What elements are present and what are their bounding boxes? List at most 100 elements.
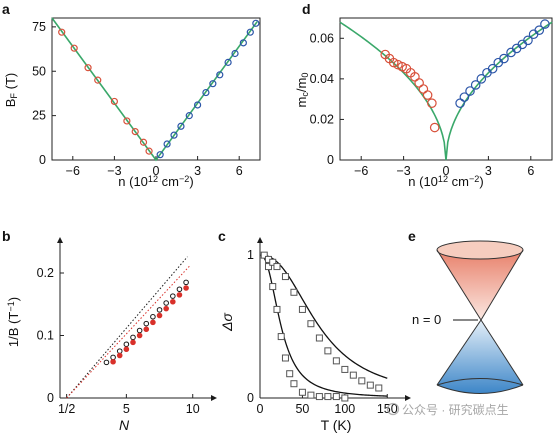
data-point-series-1	[170, 131, 178, 139]
cone-lower-base	[436, 384, 524, 394]
panel-a-chart: −6 −3 0 3 6 0 25 50 75 n (1012 cm−2) BF (T)	[3, 17, 261, 189]
data-point-series-1	[366, 381, 374, 389]
data-point-series-1	[116, 352, 123, 359]
plot-frame	[339, 17, 553, 161]
data-point-series-0	[273, 305, 281, 313]
data-point-series-1	[170, 298, 176, 305]
panel-b-chart: 1/2 5 10 0 0.1 0.2 N 1/B (T−1)	[6, 237, 217, 433]
data-point-series-1	[470, 80, 481, 90]
data-point-series-0	[341, 394, 349, 402]
cone-upper-left-edge	[436, 249, 482, 321]
data-point-series-0	[429, 122, 440, 133]
x-axis-title: n (1012 cm−2)	[118, 174, 193, 189]
data-point-series-1	[183, 285, 189, 291]
data-point-series-1	[252, 19, 260, 27]
data-point-series-1	[315, 334, 323, 342]
cone-lower-left-edge	[436, 319, 482, 386]
x-tick-label: 10	[186, 402, 200, 416]
data-point-series-1	[224, 58, 232, 66]
data-point-series-1	[476, 74, 487, 84]
data-point-series-0	[136, 327, 143, 334]
data-point-series-0	[123, 341, 130, 348]
x-tick-label: 1/2	[58, 402, 75, 416]
data-point-series-1	[163, 140, 171, 148]
panel-d-chart: −6 −3 0 3 6 0 0.02 0.04 0.06 n (1012 cm−2) mc/m0	[294, 17, 553, 189]
data-point-series-0	[324, 393, 332, 401]
panel-label-e: e	[408, 228, 416, 244]
dirac-point-label: n = 0	[412, 312, 441, 327]
x-tick-label: 5	[123, 402, 130, 416]
data-point-series-1	[194, 101, 202, 109]
guide-line-series-1	[66, 265, 191, 399]
data-point-series-1	[246, 28, 254, 36]
data-point-series-0	[143, 320, 150, 327]
panel-label-c: c	[218, 228, 226, 244]
data-point-series-1	[281, 273, 289, 281]
x-tick-label: 100	[334, 402, 355, 416]
x-tick-label: −6	[354, 164, 368, 178]
cone-upper-right-edge	[480, 249, 524, 321]
x-tick-label: 6	[236, 164, 243, 178]
watermark-icon	[386, 402, 400, 416]
data-point-series-1	[202, 88, 210, 97]
plot-frame	[51, 17, 261, 161]
data-point-series-1	[177, 122, 185, 130]
y-tick-label: 0	[39, 153, 46, 167]
data-point-series-0	[145, 147, 153, 155]
x-tick-label: −3	[396, 164, 410, 178]
y-tick-label: 0	[247, 391, 254, 405]
data-point-series-0	[418, 84, 429, 94]
x-axis-title: T (K)	[321, 417, 352, 433]
y-tick-label: 25	[32, 109, 46, 123]
data-point-series-1	[269, 258, 277, 266]
data-point-series-1	[307, 320, 315, 328]
data-point-series-1	[540, 19, 550, 29]
data-point-series-1	[465, 86, 475, 96]
data-point-series-1	[163, 305, 169, 312]
panel-e-dirac-cone: n = 0	[412, 240, 524, 394]
data-point-series-1	[487, 63, 498, 74]
data-point-series-1	[110, 358, 116, 365]
y-tick-label: 0	[327, 153, 334, 167]
fit-line	[51, 17, 258, 162]
data-point-series-0	[298, 388, 306, 396]
data-point-series-1	[216, 71, 224, 79]
data-point-series-1	[534, 25, 545, 35]
x-tick-label: 0	[443, 164, 450, 178]
fit-curve	[339, 21, 553, 161]
y-axis-title: 1/B (T−1)	[6, 297, 21, 347]
data-point-series-1	[273, 263, 281, 271]
data-point-series-0	[176, 286, 183, 293]
data-point-series-1	[358, 377, 366, 385]
data-point-series-0	[422, 90, 433, 100]
guide-line-series-0	[66, 256, 188, 399]
data-point-series-1	[341, 365, 349, 373]
data-point-series-0	[332, 393, 340, 401]
x-tick-label: 0	[257, 402, 264, 416]
x-tick-label: 3	[194, 164, 201, 178]
x-tick-label: 6	[527, 164, 534, 178]
data-point-series-0	[163, 300, 169, 306]
data-point-series-0	[264, 263, 272, 271]
data-point-series-0	[286, 370, 294, 378]
data-point-series-1	[375, 384, 383, 392]
data-point-series-1	[298, 305, 306, 313]
y-tick-label: 0.06	[310, 31, 334, 45]
data-point-series-0	[156, 307, 163, 313]
data-point-series-1	[239, 39, 247, 47]
y-axis-title: BF (T)	[3, 73, 19, 107]
data-point-series-1	[130, 339, 136, 346]
cone-upper-rim	[436, 240, 524, 260]
data-point-series-0	[123, 117, 131, 125]
data-point-series-1	[176, 292, 183, 298]
data-point-series-1	[231, 49, 239, 58]
y-axis-title: mc/m0	[294, 73, 310, 108]
data-point-series-1	[332, 357, 340, 365]
panel-label-a: a	[2, 1, 10, 17]
data-point-series-0	[315, 393, 323, 401]
panel-label-b: b	[2, 228, 11, 244]
data-point-series-1	[482, 67, 492, 78]
data-point-series-0	[130, 334, 136, 341]
